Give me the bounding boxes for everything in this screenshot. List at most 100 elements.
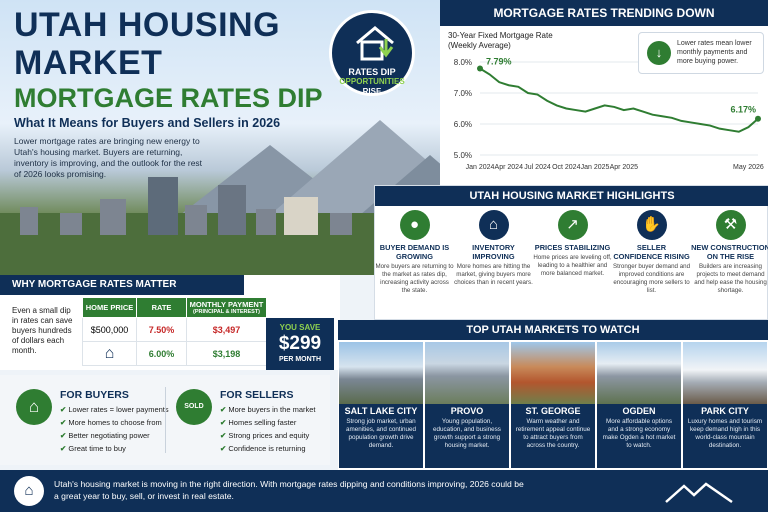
- building: [218, 185, 246, 235]
- highlight-title: NEW CONSTRUCTION ON THE RISE: [691, 243, 768, 261]
- market-desc: More affordable options and a strong eco…: [602, 418, 676, 449]
- highlight-title: BUYER DEMAND IS GROWING: [379, 243, 450, 261]
- highlight-desc: More buyers are returning to the market …: [375, 263, 454, 294]
- row1-payment: $3,497: [186, 317, 267, 342]
- market-card-ogden: OGDEN More affordable options and a stro…: [597, 342, 681, 468]
- rates-note-text: Lower rates mean lower monthly payments …: [677, 40, 752, 65]
- badge-line-3: RISE: [362, 87, 382, 96]
- down-arrow-icon: ↓: [647, 41, 671, 65]
- people-icon: ●: [399, 210, 430, 240]
- building: [148, 177, 178, 235]
- data-point: [477, 65, 483, 72]
- sold-sign-icon: SOLD: [176, 389, 212, 425]
- city-image: [339, 342, 423, 404]
- mountain-logo-icon: [665, 482, 733, 504]
- building: [256, 209, 276, 235]
- market-card-salt-lake-city: SALT LAKE CITY Strong job market, urban …: [339, 342, 423, 468]
- highlight-buyer-demand: ● BUYER DEMAND IS GROWING More buyers ar…: [375, 210, 454, 295]
- rates-note: ↓ Lower rates mean lower monthly payment…: [638, 32, 764, 74]
- house-icon: ⌂: [16, 389, 52, 425]
- sellers-item: More buyers in the market: [220, 405, 315, 414]
- highlight-new-construction: ⚒ NEW CONSTRUCTION ON THE RISE Builders …: [691, 210, 768, 295]
- x-tick-label: May 2026: [733, 164, 764, 171]
- building: [60, 213, 82, 235]
- badge-line-1: RATES DIP: [348, 67, 396, 77]
- highlights-panel: UTAH HOUSING MARKET HIGHLIGHTS ● BUYER D…: [374, 185, 768, 320]
- highlight-desc: Stronger buyer demand and improved condi…: [612, 263, 691, 294]
- highlight-title: INVENTORY IMPROVING: [472, 243, 515, 261]
- footer: ⌂ Utah's housing market is moving in the…: [0, 470, 768, 512]
- highlight-title: SELLER CONFIDENCE RISING: [613, 243, 690, 261]
- market-name: OGDEN: [622, 406, 656, 416]
- y-tick-label: 6.0%: [454, 120, 472, 129]
- market-card-provo: PROVO Young population, education, and b…: [425, 342, 509, 468]
- y-tick-label: 7.0%: [454, 89, 472, 98]
- sellers-title: FOR SELLERS: [220, 389, 294, 401]
- highlight-desc: Home prices are leveling off, leading to…: [533, 254, 612, 277]
- trend-panel: MORTGAGE RATES TRENDING DOWN 30-Year Fix…: [440, 0, 768, 185]
- x-tick-label: Apr 2024: [495, 164, 524, 171]
- building: [20, 207, 38, 235]
- highlight-title: PRICES STABILIZING: [534, 243, 611, 252]
- city-image: [597, 342, 681, 404]
- highlights-header: UTAH HOUSING MARKET HIGHLIGHTS: [375, 186, 768, 206]
- headline-rates-dip: MORTGAGE RATES DIP: [14, 83, 323, 113]
- house-icon: ⌂: [478, 210, 509, 240]
- x-tick-label: Apr 2025: [610, 164, 639, 171]
- savings-amount: $299: [278, 333, 322, 354]
- building: [330, 213, 352, 235]
- intro-text: Lower mortgage rates are bringing new en…: [14, 136, 203, 179]
- markets-panel: TOP UTAH MARKETS TO WATCH SALT LAKE CITY…: [338, 320, 768, 470]
- crane-icon: ⚒: [715, 210, 746, 240]
- mortgage-rate-line-chart: 8.0% 7.0% 6.0% 5.0% Jan 2024 Apr 2024 Jul 2024…: [454, 57, 764, 171]
- city-image: [425, 342, 509, 404]
- market-name: PARK CITY: [701, 406, 749, 416]
- divider: [165, 387, 166, 453]
- markets-header: TOP UTAH MARKETS TO WATCH: [338, 320, 768, 340]
- handshake-icon: ✋: [636, 210, 667, 240]
- market-name: SALT LAKE CITY: [344, 406, 418, 416]
- page-subtitle: What It Means for Buyers and Sellers in …: [14, 116, 281, 130]
- house-icon: ⌂: [14, 476, 44, 506]
- highlight-desc: More homes are hitting the market, givin…: [454, 263, 533, 286]
- highlight-seller-confidence: ✋ SELLER CONFIDENCE RISING Stronger buye…: [612, 210, 691, 295]
- y-tick-label: 5.0%: [454, 151, 472, 160]
- market-card-st-george: ST. GEORGE Warm weather and retirement a…: [511, 342, 595, 468]
- row1-price: $500,000: [82, 317, 137, 342]
- rates-dip-badge: RATES DIP OPPORTUNITIES RISE: [329, 10, 415, 96]
- why-text: Even a small dip in rates can save buyer…: [12, 306, 73, 355]
- highlight-inventory: ⌂ INVENTORY IMPROVING More homes are hit…: [454, 210, 533, 287]
- highlight-desc: Builders are increasing projects to meet…: [694, 263, 767, 294]
- payment-table: HOME PRICE RATE MONTHLY PAYMENT (PRINCIPA…: [82, 297, 267, 366]
- market-name: PROVO: [450, 406, 484, 416]
- market-name: ST. GEORGE: [525, 406, 581, 416]
- why-header: WHY MORTGAGE RATES MATTER: [0, 275, 244, 295]
- row1-rate: 7.50%: [136, 317, 187, 342]
- buyers-item: Lower rates = lower payments: [60, 405, 168, 414]
- col-home-price: HOME PRICE: [82, 297, 137, 318]
- x-tick-label: Jan 2025: [581, 164, 610, 171]
- trend-header: MORTGAGE RATES TRENDING DOWN: [440, 0, 768, 26]
- savings-callout: YOU SAVE $299 PER MONTH: [266, 318, 334, 370]
- row2-rate: 6.00%: [136, 341, 187, 366]
- buyers-item: More homes to choose from: [60, 418, 161, 427]
- end-value-label: 6.17%: [730, 105, 756, 115]
- rate-series-line: [479, 67, 759, 133]
- footer-text: Utah's housing market is moving in the r…: [54, 479, 524, 501]
- col-rate: RATE: [136, 297, 187, 318]
- building: [185, 205, 207, 235]
- chart-title: 30-Year Fixed Mortgage Rate (Weekly Aver…: [448, 31, 553, 50]
- city-image: [511, 342, 595, 404]
- y-tick-label: 8.0%: [454, 58, 472, 67]
- sellers-item: Confidence is returning: [220, 444, 305, 453]
- house-down-arrow-icon: [356, 26, 394, 61]
- savings-label: YOU SAVE: [279, 323, 321, 332]
- city-image: [683, 342, 767, 404]
- data-point: [755, 115, 761, 122]
- start-value-label: 7.79%: [486, 57, 512, 67]
- col-monthly-payment: MONTHLY PAYMENT (PRINCIPAL & INTEREST): [186, 297, 267, 318]
- buyers-title: FOR BUYERS: [60, 389, 129, 401]
- highlight-prices: ↗ PRICES STABILIZING Home prices are lev…: [533, 210, 612, 278]
- sellers-item: Strong prices and equity: [220, 431, 309, 440]
- capitol-building: [284, 197, 318, 235]
